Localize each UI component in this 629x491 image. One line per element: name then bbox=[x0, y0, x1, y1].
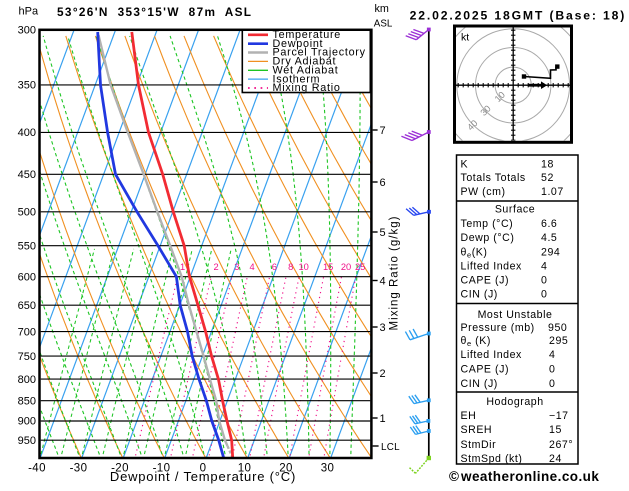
svg-text:0: 0 bbox=[541, 289, 547, 301]
svg-text:hPa: hPa bbox=[19, 6, 39, 18]
svg-text:Surface: Surface bbox=[495, 204, 535, 216]
svg-text:CIN (J): CIN (J) bbox=[461, 378, 498, 390]
svg-text:900: 900 bbox=[18, 416, 36, 428]
svg-text:6.6: 6.6 bbox=[541, 218, 557, 230]
svg-text:-40: -40 bbox=[28, 463, 46, 475]
svg-text:CAPE (J): CAPE (J) bbox=[461, 364, 510, 376]
svg-text:52: 52 bbox=[541, 172, 554, 184]
svg-text:Mixing Ratio (g/kg): Mixing Ratio (g/kg) bbox=[389, 216, 401, 331]
svg-text:294: 294 bbox=[541, 247, 560, 259]
svg-text:295: 295 bbox=[549, 335, 568, 347]
svg-text:LCL: LCL bbox=[381, 442, 400, 453]
svg-text:20: 20 bbox=[341, 262, 351, 272]
svg-text:km: km bbox=[375, 3, 389, 15]
svg-text:0: 0 bbox=[549, 378, 555, 390]
svg-text:10: 10 bbox=[238, 463, 252, 475]
svg-text:2: 2 bbox=[380, 368, 386, 380]
svg-text:−17: −17 bbox=[549, 410, 569, 422]
svg-text:Hodograph: Hodograph bbox=[486, 396, 543, 408]
svg-text:6: 6 bbox=[380, 177, 386, 189]
svg-text:EH: EH bbox=[461, 410, 477, 422]
svg-text:22.02.2025 18GMT (Base: 18): 22.02.2025 18GMT (Base: 18) bbox=[410, 9, 627, 23]
svg-text:Temp (°C): Temp (°C) bbox=[461, 218, 514, 230]
svg-text:0: 0 bbox=[549, 364, 555, 376]
svg-text:550: 550 bbox=[18, 240, 36, 252]
svg-text:SREH: SREH bbox=[461, 424, 493, 436]
svg-text:450: 450 bbox=[18, 169, 36, 181]
svg-text:Isotherm: Isotherm bbox=[273, 73, 321, 85]
svg-text:K: K bbox=[461, 159, 469, 171]
svg-text:-10: -10 bbox=[153, 463, 171, 475]
svg-text:0: 0 bbox=[541, 274, 547, 286]
svg-text:1: 1 bbox=[180, 262, 185, 272]
svg-text:15: 15 bbox=[323, 262, 333, 272]
svg-text:4: 4 bbox=[250, 262, 255, 272]
svg-text:750: 750 bbox=[18, 351, 36, 363]
svg-text:3: 3 bbox=[234, 262, 239, 272]
svg-text:2: 2 bbox=[214, 262, 219, 272]
svg-text:Dewp (°C): Dewp (°C) bbox=[461, 232, 515, 244]
svg-text:θe (K): θe (K) bbox=[461, 335, 491, 348]
svg-text:Mixing Ratio: Mixing Ratio bbox=[273, 82, 341, 94]
svg-text:850: 850 bbox=[18, 395, 36, 407]
svg-text:8: 8 bbox=[288, 262, 293, 272]
svg-text:Dewpoint / Temperature (°C): Dewpoint / Temperature (°C) bbox=[110, 469, 296, 484]
svg-text:StmDir: StmDir bbox=[461, 439, 497, 451]
svg-text:Dry Adiabat: Dry Adiabat bbox=[273, 56, 337, 68]
svg-text:Lifted Index: Lifted Index bbox=[461, 349, 523, 361]
svg-text:Most Unstable: Most Unstable bbox=[478, 309, 553, 321]
svg-text:5: 5 bbox=[380, 227, 386, 239]
svg-text:4.5: 4.5 bbox=[541, 232, 557, 244]
svg-text:1: 1 bbox=[380, 413, 386, 425]
svg-text:800: 800 bbox=[18, 374, 36, 386]
svg-text:-20: -20 bbox=[111, 463, 129, 475]
svg-text:4: 4 bbox=[541, 261, 547, 273]
svg-text:950: 950 bbox=[18, 435, 36, 447]
svg-text:Wet Adiabat: Wet Adiabat bbox=[273, 65, 339, 77]
svg-text:10: 10 bbox=[299, 262, 309, 272]
svg-text:0: 0 bbox=[200, 463, 207, 475]
svg-text:6: 6 bbox=[272, 262, 277, 272]
svg-text:500: 500 bbox=[18, 207, 36, 219]
svg-text:25: 25 bbox=[355, 262, 365, 272]
svg-text:650: 650 bbox=[18, 300, 36, 312]
svg-text:CAPE (J): CAPE (J) bbox=[461, 274, 510, 286]
svg-text:©: © bbox=[449, 469, 459, 484]
svg-text:4: 4 bbox=[549, 349, 555, 361]
svg-text:300: 300 bbox=[18, 25, 36, 37]
svg-text:θe(K): θe(K) bbox=[461, 247, 488, 260]
svg-text:Dewpoint: Dewpoint bbox=[273, 38, 324, 50]
svg-text:3: 3 bbox=[380, 322, 386, 334]
svg-text:7: 7 bbox=[380, 125, 386, 137]
svg-text:950: 950 bbox=[548, 322, 567, 334]
svg-text:kt: kt bbox=[461, 32, 469, 44]
svg-text:15: 15 bbox=[549, 424, 562, 436]
svg-text:StmSpd (kt): StmSpd (kt) bbox=[461, 453, 523, 465]
svg-text:700: 700 bbox=[18, 326, 36, 338]
svg-text:Totals Totals: Totals Totals bbox=[461, 172, 526, 184]
svg-text:600: 600 bbox=[18, 271, 36, 283]
svg-text:Temperature: Temperature bbox=[273, 29, 342, 41]
svg-text:20: 20 bbox=[279, 463, 293, 475]
svg-text:1.07: 1.07 bbox=[541, 186, 564, 198]
svg-text:Parcel Trajectory: Parcel Trajectory bbox=[273, 47, 366, 59]
svg-text:ASL: ASL bbox=[374, 19, 393, 30]
svg-text:30: 30 bbox=[321, 463, 335, 475]
svg-text:400: 400 bbox=[18, 127, 36, 139]
svg-text:-30: -30 bbox=[70, 463, 88, 475]
svg-text:53°26'N 353°15'W 87m ASL: 53°26'N 353°15'W 87m ASL bbox=[57, 5, 252, 19]
svg-text:Pressure (mb): Pressure (mb) bbox=[461, 322, 535, 334]
svg-text:Lifted Index: Lifted Index bbox=[461, 261, 523, 273]
svg-text:PW (cm): PW (cm) bbox=[461, 186, 506, 198]
svg-text:24: 24 bbox=[549, 453, 562, 465]
svg-text:CIN (J): CIN (J) bbox=[461, 289, 498, 301]
svg-text:weatheronline.co.uk: weatheronline.co.uk bbox=[460, 469, 599, 484]
svg-text:18: 18 bbox=[541, 159, 554, 171]
svg-text:4: 4 bbox=[380, 275, 386, 287]
svg-text:350: 350 bbox=[18, 80, 36, 92]
svg-text:267°: 267° bbox=[549, 439, 573, 451]
